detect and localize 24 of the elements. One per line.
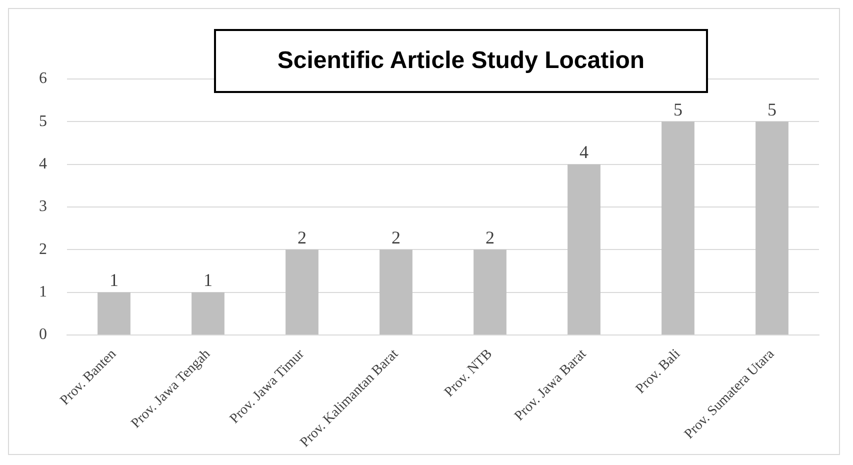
data-label: 5 <box>768 99 776 120</box>
bar <box>98 292 130 335</box>
bar <box>286 250 318 335</box>
data-label: 4 <box>580 142 588 162</box>
bar <box>568 164 600 335</box>
data-label: 1 <box>110 270 118 290</box>
data-label: 5 <box>674 99 682 120</box>
y-tick-label: 3 <box>39 198 47 216</box>
data-label: 1 <box>204 270 212 290</box>
bar <box>662 122 694 335</box>
data-label: 2 <box>298 227 306 248</box>
y-tick-label: 1 <box>39 284 47 301</box>
y-tick-label: 6 <box>39 70 47 88</box>
x-tick-label: Prov. Bali <box>633 346 684 397</box>
bar <box>474 250 506 335</box>
bar <box>756 122 788 335</box>
y-tick-label: 5 <box>39 112 47 130</box>
y-tick-label: 2 <box>39 240 47 258</box>
data-label: 2 <box>486 227 494 248</box>
bar <box>192 292 224 335</box>
bar <box>380 250 412 335</box>
data-label: 2 <box>392 227 400 248</box>
y-tick-label: 4 <box>39 156 47 173</box>
y-tick-label: 0 <box>39 326 47 344</box>
